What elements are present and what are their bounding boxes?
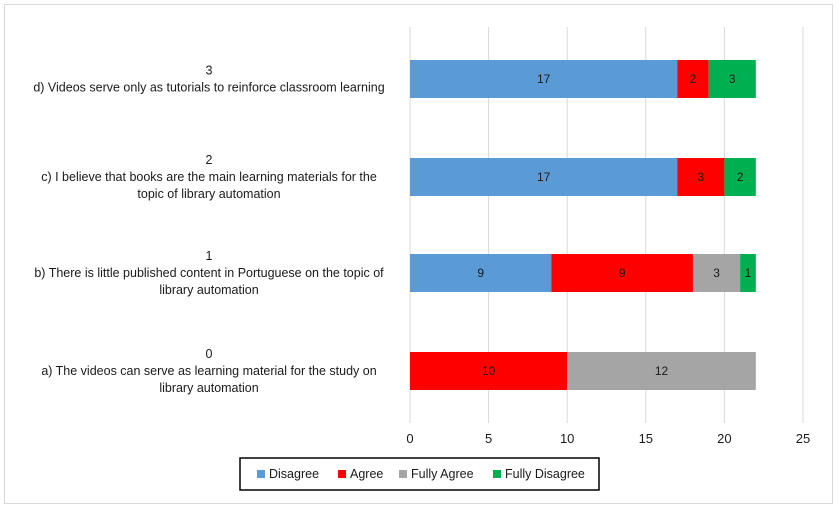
legend-label-fully-agree: Fully Agree xyxy=(411,467,474,481)
chart-frame: 10 12 9 9 3 1 17 3 2 17 2 3 0 a) The videos can serv… xyxy=(4,4,833,504)
data-label-disagree-2: 17 xyxy=(537,170,551,184)
data-label-disagree-3: 17 xyxy=(537,72,551,86)
category-labels: 0 a) The videos can serve as learning mat… xyxy=(33,64,384,396)
legend-swatch-disagree xyxy=(257,470,265,478)
bar-disagree-1 xyxy=(410,254,552,292)
x-tick-label-15: 15 xyxy=(639,431,653,446)
bar-disagree-3 xyxy=(410,60,678,98)
legend-label-disagree: Disagree xyxy=(269,467,319,481)
legend-swatch-agree xyxy=(338,470,346,478)
category-label-0-line-1: library automation xyxy=(159,381,258,395)
data-label-fully-agree-0: 12 xyxy=(655,364,669,378)
category-label-0-line-0: a) The videos can serve as learning mate… xyxy=(41,364,376,378)
legend-label-agree: Agree xyxy=(350,467,383,481)
bar-agree-1 xyxy=(551,254,693,292)
category-label-1-line-0: b) There is little published content in … xyxy=(34,266,384,280)
data-label-fully-disagree-2: 2 xyxy=(737,170,744,184)
category-label-2-line-0: c) I believe that books are the main lea… xyxy=(41,170,377,184)
x-tick-label-25: 25 xyxy=(796,431,810,446)
bar-fully-disagree-2 xyxy=(724,158,756,196)
data-label-fully-disagree-1: 1 xyxy=(745,266,752,280)
bars: 10 129 9 3 117 3 217 2 3 xyxy=(410,60,756,390)
data-label-disagree-1: 9 xyxy=(477,266,484,280)
category-label-1-line-1: library automation xyxy=(159,283,258,297)
bar-fully-disagree-1 xyxy=(740,254,756,292)
bar-agree-0 xyxy=(410,352,568,390)
legend-swatch-fully-disagree xyxy=(493,470,501,478)
category-label-2-line-1: topic of library automation xyxy=(137,187,280,201)
x-tick-label-0: 0 xyxy=(406,431,413,446)
category-index-1: 1 xyxy=(206,249,213,263)
data-label-agree-2: 3 xyxy=(697,170,704,184)
stacked-bar-chart: 10 129 9 3 117 3 217 2 3 0a) The videos can serv… xyxy=(33,27,810,491)
x-tick-label-10: 10 xyxy=(560,431,574,446)
data-label-agree-3: 2 xyxy=(690,72,697,86)
data-label-fully-agree-1: 3 xyxy=(713,266,720,280)
bar-disagree-2 xyxy=(410,158,678,196)
category-index-3: 3 xyxy=(206,64,213,78)
bar-fully-agree-0 xyxy=(567,352,756,390)
legend-swatch-fully-agree xyxy=(399,470,407,478)
bar-agree-3 xyxy=(677,60,709,98)
legend-box xyxy=(239,457,600,491)
legend: Disagree Agree Fully Agree Fully Disagree xyxy=(239,457,600,491)
category-index-0: 0 xyxy=(206,347,213,361)
x-axis-ticks: 0 5 10 15 20 25 xyxy=(406,431,810,446)
bar-agree-2 xyxy=(677,158,725,196)
x-tick-label-5: 5 xyxy=(485,431,492,446)
bar-fully-disagree-3 xyxy=(708,60,756,98)
category-index-2: 2 xyxy=(206,153,213,167)
data-label-agree-1: 9 xyxy=(619,266,626,280)
data-label-agree-0: 10 xyxy=(482,364,496,378)
legend-label-fully-disagree: Fully Disagree xyxy=(505,467,585,481)
bar-fully-agree-1 xyxy=(692,254,741,292)
category-label-3-line-0: d) Videos serve only as tutorials to rei… xyxy=(33,81,384,95)
x-tick-label-20: 20 xyxy=(717,431,731,446)
data-label-fully-disagree-3: 3 xyxy=(729,72,736,86)
